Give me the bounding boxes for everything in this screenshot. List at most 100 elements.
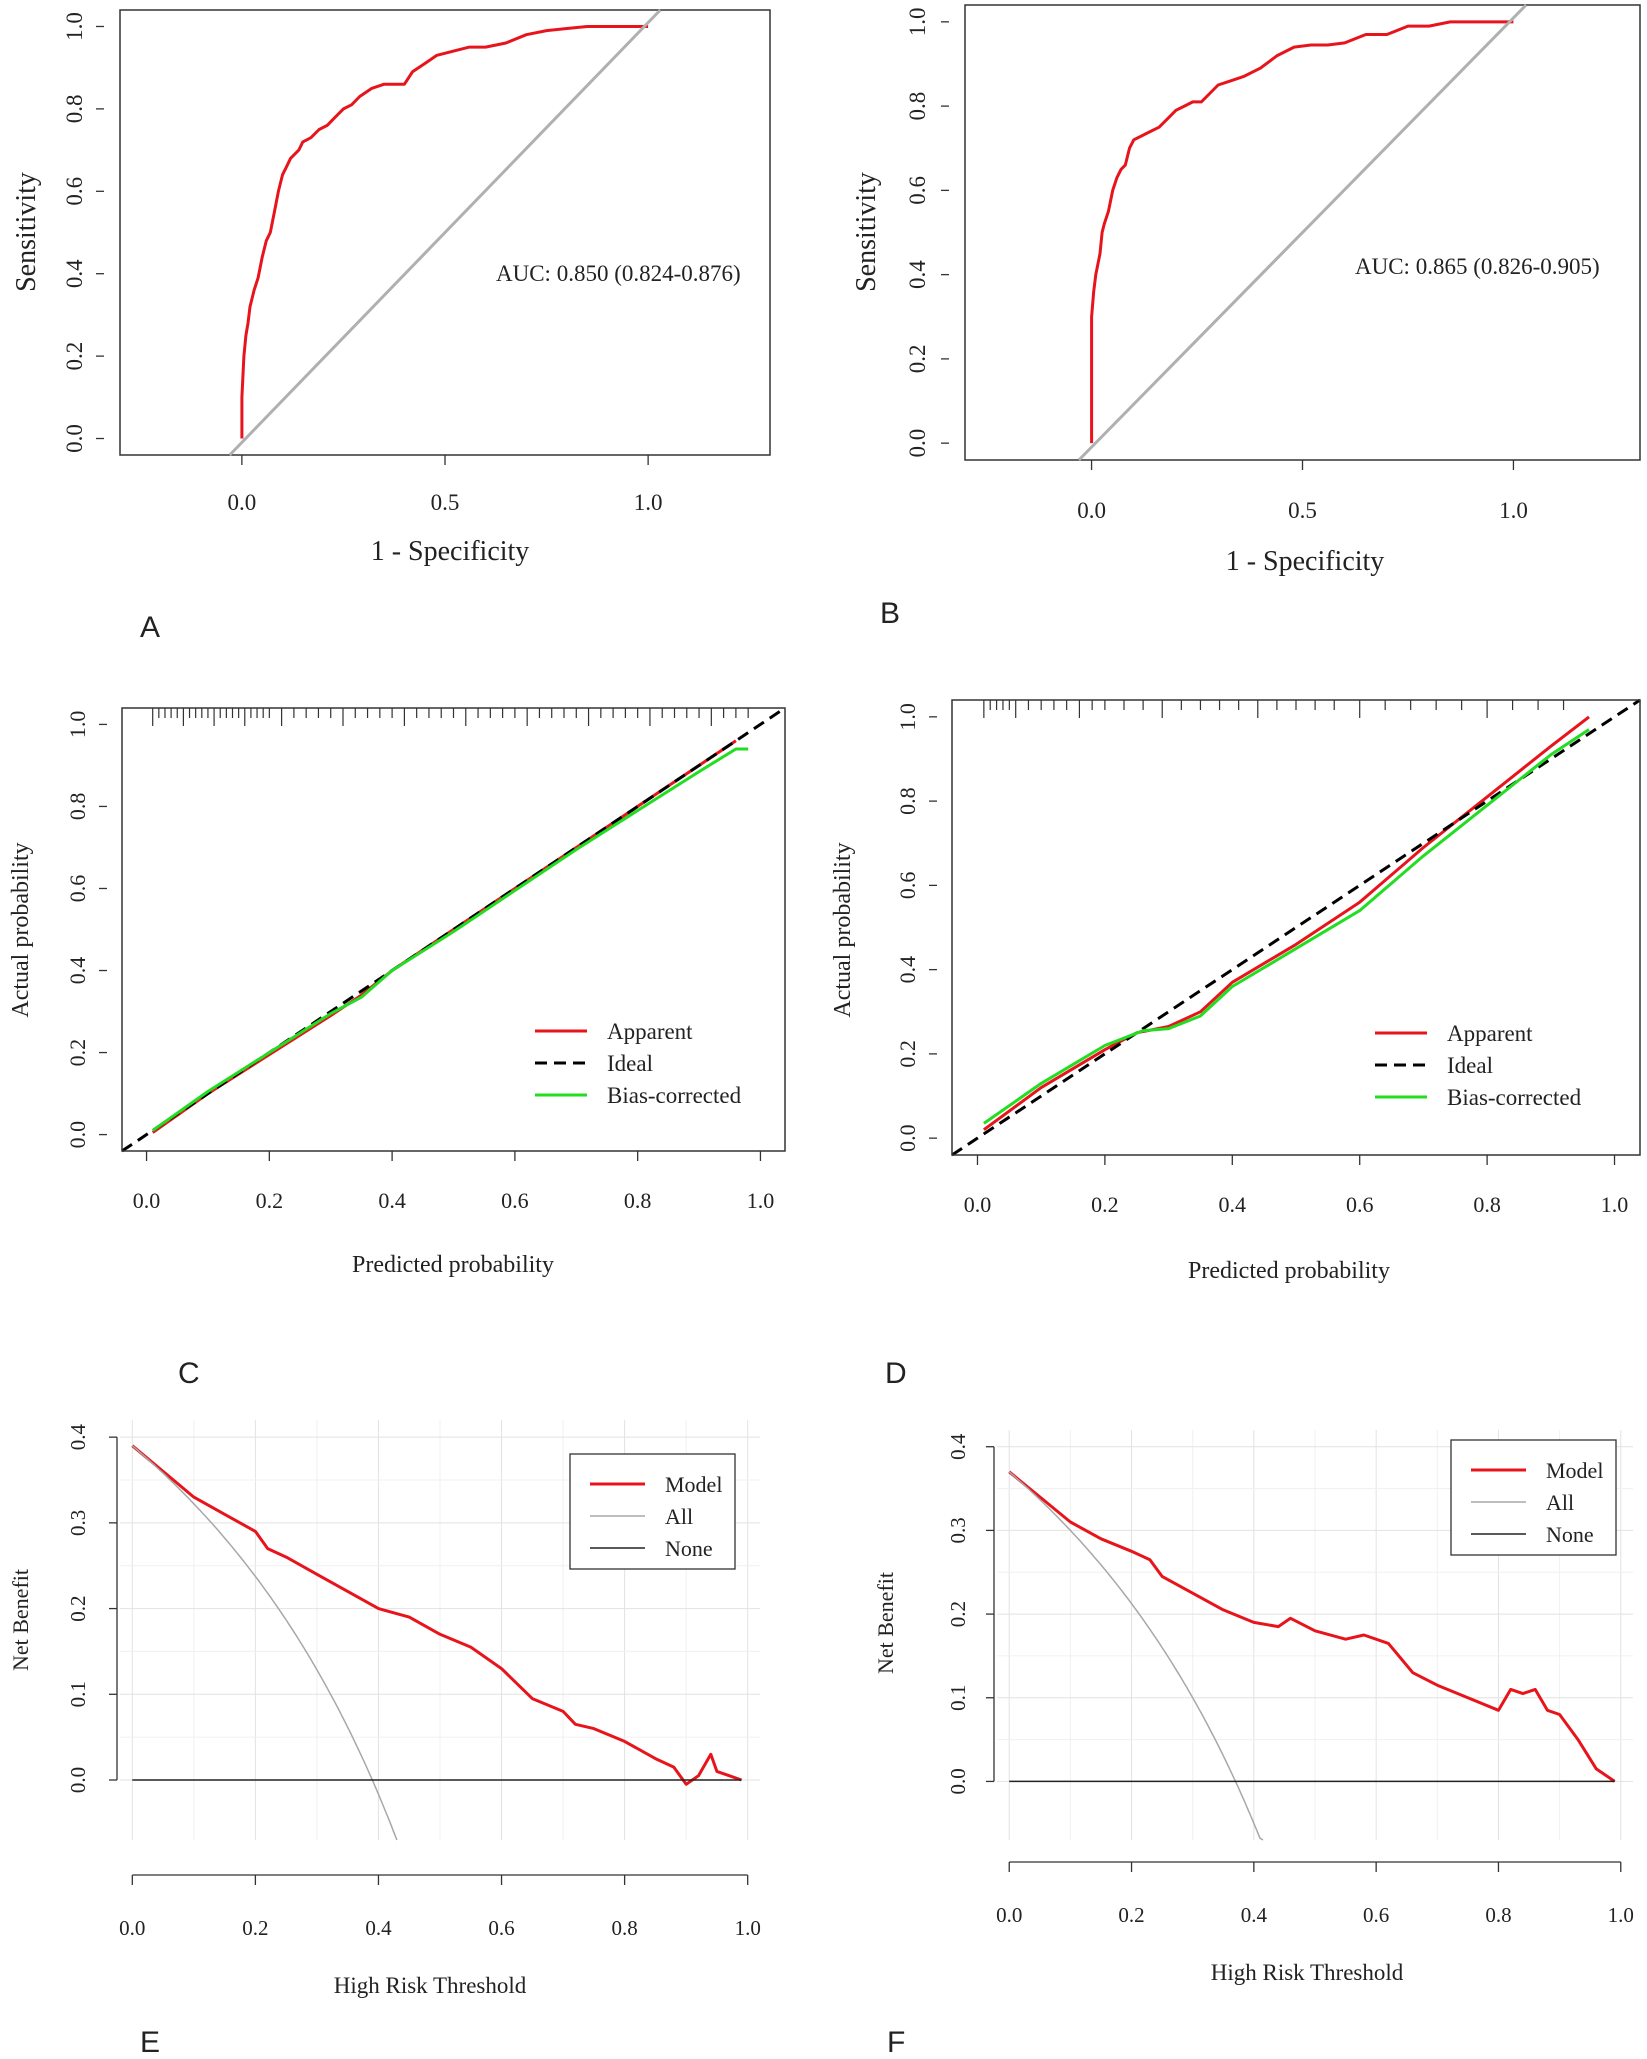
model-line bbox=[131, 1444, 742, 1786]
y-tick-label: 0.2 bbox=[946, 1601, 970, 1627]
legend-label: None bbox=[1546, 1522, 1594, 1547]
x-tick-label: 0.2 bbox=[256, 1188, 284, 1213]
legend: Apparent Ideal Bias-corrected bbox=[535, 1019, 742, 1108]
x-tick-label: 0.2 bbox=[1091, 1192, 1119, 1217]
series-lines bbox=[131, 1444, 742, 1841]
legend-label: Apparent bbox=[607, 1019, 693, 1044]
y-tick-label: 0.1 bbox=[946, 1685, 970, 1711]
legend-label: Apparent bbox=[1447, 1021, 1533, 1046]
x-tick-label: 0.0 bbox=[228, 490, 257, 515]
y-axis-label: Net Benefit bbox=[8, 1569, 33, 1671]
panel-b: 0.0 0.5 1.0 0.0 0.2 0.4 0.6 0.8 1.0 1 - Specifi… bbox=[851, 3, 1641, 630]
x-tick-label: 0.6 bbox=[1346, 1192, 1374, 1217]
bias-corrected-line bbox=[151, 747, 749, 1132]
y-tick-label: 0.4 bbox=[65, 957, 90, 985]
panel-label: A bbox=[140, 611, 160, 644]
legend-label: Model bbox=[665, 1472, 722, 1497]
all-line bbox=[1008, 1471, 1264, 1841]
model-line bbox=[1008, 1470, 1616, 1783]
y-tick-label: 0.4 bbox=[66, 1423, 90, 1450]
x-tick-label: 0.8 bbox=[1485, 1903, 1511, 1927]
legend-label: Ideal bbox=[607, 1051, 653, 1076]
reference-line bbox=[1077, 3, 1528, 462]
x-tick-label: 0.8 bbox=[611, 1916, 637, 1940]
y-axis: 0.0 0.1 0.2 0.3 0.4 bbox=[66, 1423, 118, 1793]
y-tick-label: 0.4 bbox=[946, 1433, 970, 1460]
reference-line bbox=[228, 8, 662, 457]
x-axis-label: 1 - Specificity bbox=[371, 536, 530, 567]
y-axis: 0.0 0.2 0.4 0.6 0.8 1.0 bbox=[905, 8, 949, 458]
x-tick-label: 1.0 bbox=[634, 490, 663, 515]
y-tick-label: 1.0 bbox=[895, 703, 920, 731]
y-tick-label: 0.2 bbox=[62, 342, 87, 371]
y-axis: 0.0 0.2 0.4 0.6 0.8 1.0 bbox=[895, 703, 937, 1152]
legend-label: All bbox=[665, 1504, 693, 1529]
x-axis: 0.0 0.2 0.4 0.6 0.8 1.0 bbox=[133, 1151, 774, 1213]
legend-label: All bbox=[1546, 1490, 1574, 1515]
x-tick-label: 0.4 bbox=[378, 1188, 406, 1213]
x-tick-label: 0.6 bbox=[501, 1188, 529, 1213]
y-tick-label: 0.2 bbox=[66, 1595, 90, 1621]
series-lines bbox=[1008, 1470, 1616, 1841]
x-tick-label: 0.2 bbox=[242, 1916, 268, 1940]
legend: Model All None bbox=[1450, 1439, 1617, 1556]
series-lines bbox=[121, 706, 786, 1153]
x-tick-label: 0.4 bbox=[1219, 1192, 1247, 1217]
plot-frame bbox=[121, 707, 786, 1152]
legend: Model All None bbox=[569, 1453, 736, 1570]
y-axis: 0.0 0.2 0.4 0.6 0.8 1.0 bbox=[62, 12, 104, 453]
x-tick-label: 0.4 bbox=[1241, 1903, 1268, 1927]
y-tick-label: 1.0 bbox=[905, 8, 930, 37]
panel-f: 0.0 0.2 0.4 0.6 0.8 1.0 0.0 0.1 0.2 0.3 0.4 Model… bbox=[873, 1430, 1634, 2059]
plot-frame bbox=[951, 699, 1641, 1156]
y-tick-label: 0.8 bbox=[895, 787, 920, 815]
y-tick-label: 0.8 bbox=[62, 95, 87, 124]
series-lines bbox=[228, 8, 662, 457]
y-axis-label: Actual probability bbox=[8, 842, 34, 1017]
x-tick-label: 1.0 bbox=[1601, 1192, 1629, 1217]
apparent-line bbox=[983, 715, 1590, 1131]
y-axis-label: Sensitivity bbox=[851, 172, 882, 292]
y-axis-label: Net Benefit bbox=[873, 1572, 898, 1674]
y-tick-label: 0.0 bbox=[62, 424, 87, 453]
y-tick-label: 0.2 bbox=[895, 1040, 920, 1068]
y-tick-label: 0.0 bbox=[65, 1121, 90, 1149]
x-axis-label: High Risk Threshold bbox=[334, 1973, 527, 1998]
x-axis-label: 1 - Specificity bbox=[1226, 546, 1385, 577]
x-axis: 0.0 0.5 1.0 bbox=[228, 455, 663, 515]
legend-label: Bias-corrected bbox=[1447, 1085, 1582, 1110]
panel-label: C bbox=[178, 1357, 200, 1390]
legend-box bbox=[569, 1453, 736, 1570]
auc-annotation: AUC: 0.865 (0.826-0.905) bbox=[1355, 254, 1600, 279]
y-tick-label: 1.0 bbox=[62, 12, 87, 41]
x-axis: 0.0 0.5 1.0 bbox=[1077, 460, 1528, 523]
legend-label: Model bbox=[1546, 1458, 1603, 1483]
gridlines bbox=[997, 1430, 1633, 1840]
x-axis: 0.0 0.2 0.4 0.6 0.8 1.0 bbox=[119, 1874, 761, 1940]
x-tick-label: 0.0 bbox=[1077, 498, 1106, 523]
y-tick-label: 0.6 bbox=[62, 177, 87, 206]
y-tick-label: 0.0 bbox=[905, 429, 930, 458]
y-tick-label: 0.1 bbox=[66, 1681, 90, 1707]
y-tick-label: 0.3 bbox=[946, 1517, 970, 1543]
y-tick-label: 0.4 bbox=[895, 956, 920, 984]
panel-label: D bbox=[885, 1357, 907, 1390]
series-lines bbox=[951, 698, 1641, 1157]
x-tick-label: 0.2 bbox=[1118, 1903, 1144, 1927]
bias-corrected-line bbox=[983, 728, 1590, 1125]
x-tick-label: 0.0 bbox=[119, 1916, 145, 1940]
x-tick-label: 0.8 bbox=[624, 1188, 652, 1213]
rug-marks bbox=[983, 700, 1565, 718]
legend-label: Ideal bbox=[1447, 1053, 1493, 1078]
y-tick-label: 1.0 bbox=[65, 711, 90, 739]
x-tick-label: 0.4 bbox=[365, 1916, 392, 1940]
panel-label: B bbox=[880, 597, 900, 630]
panel-label: E bbox=[140, 2026, 160, 2059]
panel-e: 0.0 0.2 0.4 0.6 0.8 1.0 0.0 0.1 0.2 0.3 0.4 Model… bbox=[8, 1420, 761, 2059]
legend-label: None bbox=[665, 1536, 713, 1561]
all-line bbox=[131, 1445, 398, 1841]
panel-a: 0.0 0.5 1.0 0.0 0.2 0.4 0.6 0.8 1.0 1 - Specifi… bbox=[11, 8, 771, 644]
x-tick-label: 0.6 bbox=[1363, 1903, 1389, 1927]
roc-line bbox=[240, 25, 649, 439]
